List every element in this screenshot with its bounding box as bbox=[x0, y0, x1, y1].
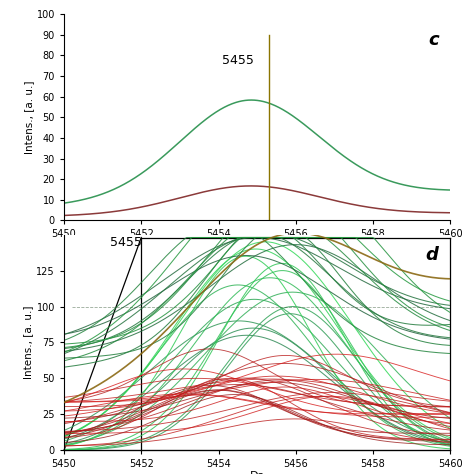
Text: 5455: 5455 bbox=[110, 236, 142, 249]
Text: c: c bbox=[428, 31, 439, 49]
X-axis label: Da: Da bbox=[249, 471, 265, 474]
Y-axis label: Intens., [a. u.]: Intens., [a. u.] bbox=[24, 306, 34, 379]
X-axis label: Da: Da bbox=[249, 241, 265, 251]
Y-axis label: Intens., [a. u.]: Intens., [a. u.] bbox=[24, 81, 34, 154]
Text: d: d bbox=[426, 246, 439, 264]
Text: 5455: 5455 bbox=[222, 54, 254, 67]
